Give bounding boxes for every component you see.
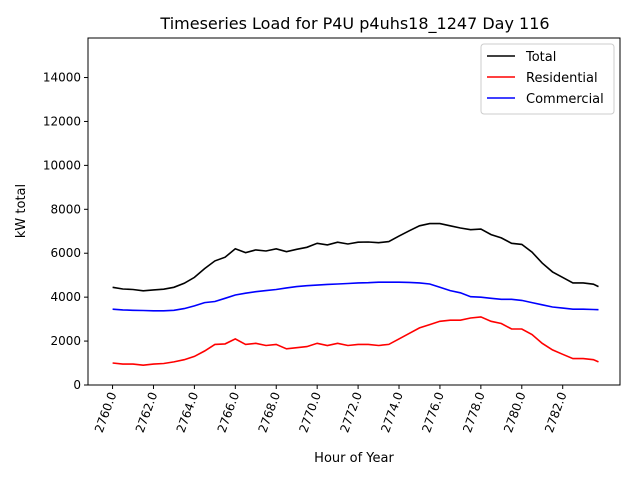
y-tick-label: 10000 [43,158,81,172]
x-tick-label: 2774.0 [378,390,406,434]
x-tick-label: 2764.0 [174,390,202,434]
x-tick-label: 2760.0 [92,390,120,434]
series-line-total [112,222,599,292]
y-tick-label: 14000 [43,71,81,85]
legend-box [480,43,615,115]
x-tick-label: 2778.0 [460,390,488,434]
x-axis-label: Hour of Year [314,451,394,466]
x-tick-label: 2780.0 [501,390,529,434]
y-tick-label: 6000 [50,246,81,260]
legend-label-commercial: Commercial [526,92,604,107]
series-line-residential [112,316,599,367]
x-tick-label: 2768.0 [256,390,284,434]
plot-frame [87,37,621,386]
x-tick-label: 2782.0 [542,390,570,434]
y-tick-label: 2000 [50,334,81,348]
y-tick-label: 8000 [50,202,81,216]
x-tick-label: 2770.0 [296,390,324,434]
y-axis-label: kW total [14,184,29,238]
y-tick-label: 4000 [50,290,81,304]
x-tick-label: 2772.0 [337,390,365,434]
legend: Total Residential Commercial [480,43,615,115]
legend-label-total: Total [525,50,556,65]
x-tick-label: 2766.0 [215,390,243,434]
legend-label-residential: Residential [526,71,598,86]
y-tick-label: 0 [73,378,81,392]
y-tick-label: 12000 [43,114,81,128]
x-tick-label: 2762.0 [133,390,161,434]
x-tick-label: 2776.0 [419,390,447,434]
chart-title: Timeseries Load for P4U p4uhs18_1247 Day… [159,14,549,34]
series-line-commercial [112,281,599,312]
